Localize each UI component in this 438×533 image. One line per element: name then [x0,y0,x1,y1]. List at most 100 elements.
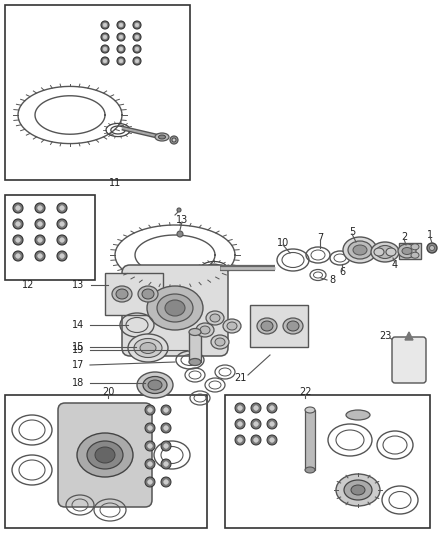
Circle shape [60,222,64,226]
Bar [250,305,308,347]
Ellipse shape [227,322,237,330]
Circle shape [161,405,171,415]
Circle shape [238,438,242,442]
Circle shape [133,33,141,41]
Circle shape [60,254,64,259]
Circle shape [103,47,107,51]
Bar [399,243,421,259]
Circle shape [35,235,45,245]
Text: 1: 1 [427,230,433,240]
Ellipse shape [398,244,416,258]
Circle shape [148,444,152,448]
Circle shape [235,419,245,429]
Circle shape [164,462,168,466]
Circle shape [135,23,139,27]
Ellipse shape [215,338,225,346]
FancyBboxPatch shape [58,403,152,507]
Text: 11: 11 [109,178,121,188]
Circle shape [13,203,23,213]
Ellipse shape [165,300,185,316]
Circle shape [164,426,168,430]
Circle shape [117,57,125,65]
Circle shape [57,235,67,245]
Ellipse shape [189,328,201,335]
Bar [105,273,163,315]
Circle shape [103,59,107,63]
Text: 15: 15 [72,342,84,352]
Ellipse shape [116,289,128,299]
Circle shape [164,444,168,448]
Bar [5,195,95,280]
Circle shape [267,403,277,413]
Circle shape [254,406,258,410]
Circle shape [35,251,45,261]
Ellipse shape [287,321,299,331]
Circle shape [172,138,176,142]
Circle shape [119,47,123,51]
Circle shape [235,403,245,413]
Ellipse shape [283,318,303,334]
Circle shape [270,406,274,410]
Text: 4: 4 [392,260,398,270]
Text: 20: 20 [102,387,114,397]
Circle shape [16,254,20,259]
Ellipse shape [402,247,412,254]
Ellipse shape [143,376,167,393]
Circle shape [16,238,20,243]
Circle shape [133,45,141,53]
Circle shape [60,238,64,243]
Circle shape [251,403,261,413]
Circle shape [238,406,242,410]
Ellipse shape [343,237,377,263]
Circle shape [177,231,183,237]
Text: 5: 5 [349,227,355,237]
Ellipse shape [371,242,399,262]
Circle shape [145,423,155,433]
Ellipse shape [155,133,169,141]
Text: 23: 23 [379,331,391,341]
Ellipse shape [148,380,162,390]
Ellipse shape [95,447,115,463]
Ellipse shape [87,441,123,469]
Circle shape [35,219,45,229]
Bar [305,410,315,470]
Circle shape [161,441,171,451]
Circle shape [145,441,155,451]
Circle shape [145,477,155,487]
Circle shape [161,477,171,487]
Circle shape [164,408,168,412]
Ellipse shape [134,338,162,358]
Text: 22: 22 [299,387,311,397]
Ellipse shape [336,474,380,506]
Ellipse shape [305,407,315,413]
Circle shape [57,251,67,261]
Circle shape [103,23,107,27]
Circle shape [101,21,109,29]
Circle shape [177,208,181,212]
Circle shape [427,243,437,253]
Text: 7: 7 [317,233,323,243]
FancyBboxPatch shape [122,265,228,356]
Circle shape [101,33,109,41]
Circle shape [135,59,139,63]
Ellipse shape [376,246,394,259]
Circle shape [38,222,42,226]
Text: 6: 6 [339,267,345,277]
Text: V: V [407,369,411,375]
Text: 19: 19 [72,345,84,355]
Ellipse shape [200,326,210,334]
Circle shape [117,33,125,41]
Circle shape [16,206,20,210]
Ellipse shape [305,467,315,473]
Circle shape [13,251,23,261]
Text: 2: 2 [401,232,407,242]
Ellipse shape [159,135,166,139]
Ellipse shape [140,343,156,353]
Circle shape [270,438,274,442]
Text: T: T [407,361,411,367]
Circle shape [251,435,261,445]
Ellipse shape [157,294,193,322]
Circle shape [148,462,152,466]
Circle shape [117,45,125,53]
Text: 14: 14 [72,320,84,330]
